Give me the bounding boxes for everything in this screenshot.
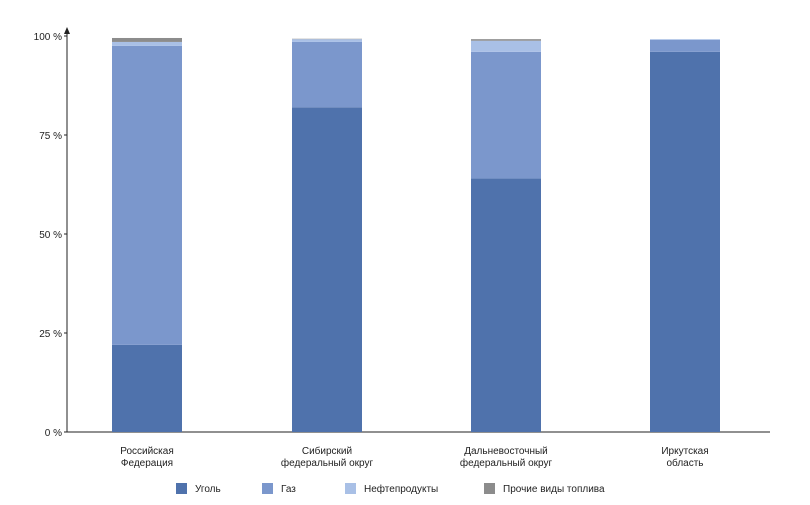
bar-segment [650,39,720,40]
bar-segment [112,37,182,42]
x-tick-label: Российская [120,446,174,457]
bar-segment [112,344,182,432]
bar-segment [650,39,720,52]
y-tick-label: 75 % [39,131,62,142]
legend-label: Уголь [195,484,221,495]
x-tick-label: Сибирский [302,445,352,457]
legend-label: Прочие виды топлива [503,484,605,495]
x-tick-label: Федерация [121,458,173,469]
legend-swatch [262,483,273,494]
bar-segment [292,41,362,108]
bar-segment [112,41,182,46]
x-tick-label: Дальневосточный [464,446,548,457]
x-tick-label: Иркутская [661,446,708,457]
legend: Уголь Газ Нефтепродукты Прочие виды топлива [176,483,605,495]
y-tick-label: 100 % [34,32,62,43]
legend-swatch [176,483,187,494]
bar-segment [112,45,182,345]
bar-segment [650,51,720,433]
bar-stacks [112,37,720,433]
y-tick-label: 50 % [39,230,62,241]
bar-segment [471,51,541,179]
legend-swatch [345,483,356,494]
y-tick-label: 0 % [45,428,62,439]
bar-segment [292,107,362,432]
y-tick-label: 25 % [39,329,62,340]
legend-label: Нефтепродукты [364,483,438,495]
bar-segment [471,39,541,41]
x-tick-label: федеральный округ [281,457,374,469]
bar-segment [471,40,541,52]
category-labels: РоссийскаяФедерацияСибирскийфедеральный … [120,445,708,469]
legend-swatch [484,483,495,494]
bar-segment [292,39,362,42]
x-tick-label: область [666,457,703,469]
x-tick-label: федеральный округ [460,457,553,469]
legend-label: Газ [281,484,296,495]
bar-segment [471,178,541,432]
y-axis-arrow [64,27,70,34]
